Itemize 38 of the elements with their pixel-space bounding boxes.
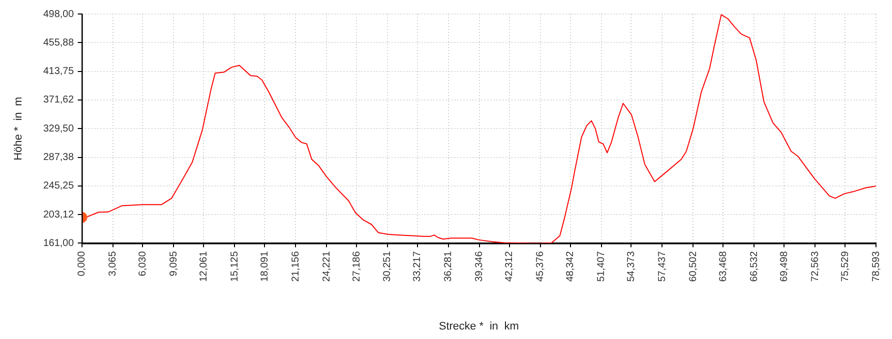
x-tick-label: 30,251	[382, 250, 394, 282]
x-tick-label: 42,312	[504, 250, 516, 282]
x-tick-label: 21,156	[290, 250, 302, 282]
x-tick-label: 3,065	[108, 250, 119, 276]
x-tick-label: 9,095	[168, 250, 180, 276]
x-tick-label: 6,030	[137, 250, 148, 276]
x-tick-label: 72,563	[810, 250, 821, 282]
y-tick-label: 203,12	[43, 209, 74, 220]
y-tick-label: 245,25	[43, 180, 74, 192]
y-tick-label: 161,00	[43, 238, 74, 249]
x-tick-label: 60,502	[688, 250, 699, 282]
x-tick-label: 57,437	[656, 250, 668, 282]
x-tick-label: 39,346	[474, 250, 486, 282]
x-tick-label: 48,342	[565, 250, 576, 282]
y-axis-title: Höhe * in m	[12, 96, 25, 160]
x-tick-label: 27,186	[351, 250, 362, 282]
x-tick-label: 0,000	[76, 250, 88, 276]
x-tick-label: 15,125	[229, 250, 240, 282]
x-tick-label: 51,407	[596, 250, 608, 282]
x-tick-label: 36,281	[443, 250, 454, 282]
y-tick-label: 413,75	[43, 66, 74, 78]
y-tick-label: 329,50	[43, 123, 74, 134]
x-tick-label: 78,593	[870, 250, 882, 282]
y-tick-label: 371,62	[43, 94, 74, 106]
y-tick-label: 455,88	[43, 37, 74, 48]
x-tick-label: 54,373	[626, 250, 637, 282]
y-tick-label: 287,38	[43, 152, 74, 164]
x-tick-label: 66,532	[748, 250, 760, 282]
x-axis-title: Strecke * in km	[438, 320, 519, 332]
x-tick-label: 18,091	[259, 250, 270, 282]
x-tick-label: 24,221	[321, 250, 332, 282]
y-tick-label: 498,00	[43, 8, 74, 20]
x-tick-label: 69,498	[778, 250, 790, 282]
x-tick-label: 33,217	[412, 250, 424, 282]
x-tick-label: 63,468	[718, 250, 729, 282]
x-tick-label: 75,529	[840, 250, 851, 282]
x-tick-label: 12,061	[198, 250, 210, 282]
x-tick-label: 45,376	[535, 250, 546, 282]
